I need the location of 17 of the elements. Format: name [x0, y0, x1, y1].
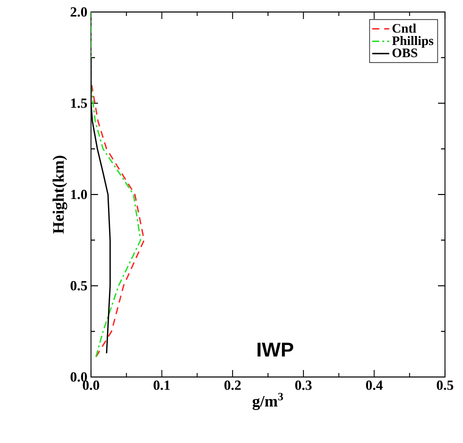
legend-label: OBS: [392, 48, 418, 58]
x-tick-label: 0.3: [295, 380, 312, 390]
y-tick-label: 1.5: [71, 98, 87, 108]
y-tick-label: 1.0: [71, 190, 87, 200]
y-tick-label: 0.5: [70, 281, 87, 290]
x-tick-label: 0.5: [436, 380, 454, 390]
x-tick-label: 0.2: [224, 380, 241, 390]
y-tick-label: 2.0: [70, 7, 87, 17]
annotation: IWP: [258, 342, 294, 356]
x-axis-title: g/m$^{3}$: [252, 392, 284, 410]
y-tick-label: 0.0: [70, 372, 87, 382]
legend-label: Phillips: [392, 36, 434, 48]
x-tick-label: 0.4: [366, 380, 383, 390]
x-tick-label: 0.1: [154, 380, 170, 390]
legend-label: Cntl: [392, 24, 416, 33]
x-tick-label: 0.0: [82, 380, 100, 390]
y-axis-title: Height(km): [52, 156, 68, 234]
